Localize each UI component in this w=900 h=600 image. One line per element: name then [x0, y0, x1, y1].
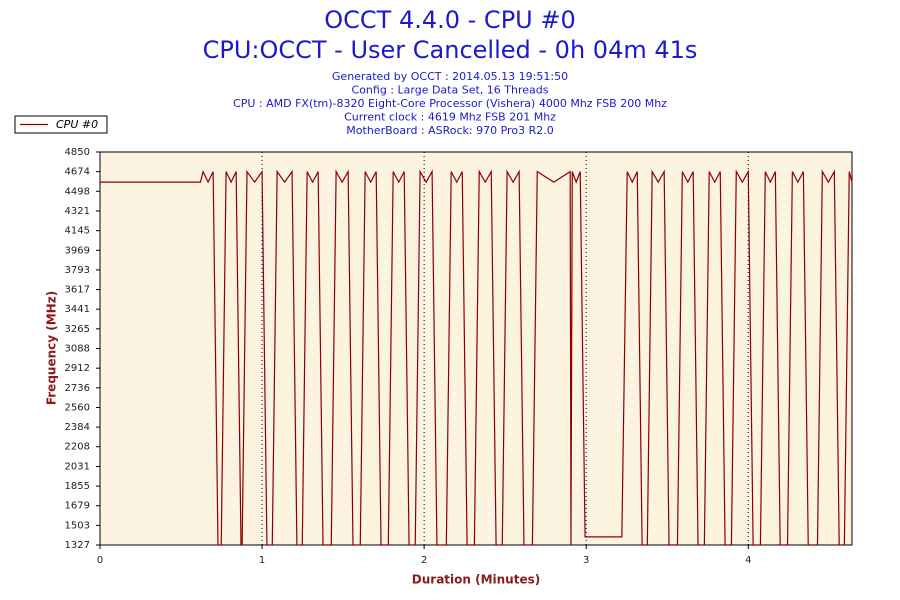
y-tick-label: 1327	[65, 540, 90, 551]
y-tick-label: 1679	[65, 501, 90, 512]
y-tick-label: 3617	[65, 285, 90, 296]
info-line: MotherBoard : ASRock: 970 Pro3 R2.0	[346, 124, 553, 137]
y-tick-label: 1855	[65, 481, 90, 492]
x-tick-label: 3	[583, 555, 589, 566]
legend	[14, 115, 108, 134]
x-axis-title: Duration (Minutes)	[412, 573, 540, 587]
plot-area	[99, 151, 853, 546]
chart-title: OCCT 4.4.0 - CPU #0	[324, 6, 575, 34]
y-tick-label: 2560	[65, 402, 90, 413]
info-line: CPU : AMD FX(tm)-8320 Eight-Core Process…	[233, 97, 667, 110]
y-tick-label: 3265	[65, 324, 90, 335]
y-axis-title: Frequency (MHz)	[45, 291, 59, 405]
legend-label: CPU #0	[56, 118, 98, 131]
series-line	[100, 169, 853, 546]
y-tick-label: 4321	[65, 206, 90, 217]
x-tick-label: 2	[421, 555, 427, 566]
info-line: Generated by OCCT : 2014.05.13 19:51:50	[332, 70, 568, 83]
y-tick-label: 4145	[65, 226, 90, 237]
y-tick-label: 2736	[65, 383, 90, 394]
y-tick-label: 2031	[65, 461, 90, 472]
y-tick-label: 2384	[65, 422, 90, 433]
y-tick-label: 1503	[65, 520, 90, 531]
y-tick-label: 3969	[65, 245, 90, 256]
x-tick-label: 4	[745, 555, 751, 566]
y-tick-label: 3088	[65, 344, 90, 355]
x-tick-label: 1	[259, 555, 265, 566]
y-tick-label: 4850	[65, 147, 90, 158]
y-tick-label: 2912	[65, 363, 90, 374]
x-tick-label: 0	[97, 555, 103, 566]
info-line: Config : Large Data Set, 16 Threads	[352, 84, 549, 97]
y-tick-label: 3793	[65, 265, 90, 276]
y-tick-label: 3441	[65, 304, 90, 315]
info-line: Current clock : 4619 Mhz FSB 201 Mhz	[344, 111, 556, 124]
chart-subtitle: CPU:OCCT - User Cancelled - 0h 04m 41s	[203, 36, 698, 64]
y-tick-label: 4674	[65, 167, 90, 178]
y-tick-label: 2208	[65, 442, 90, 453]
y-tick-label: 4498	[65, 186, 90, 197]
